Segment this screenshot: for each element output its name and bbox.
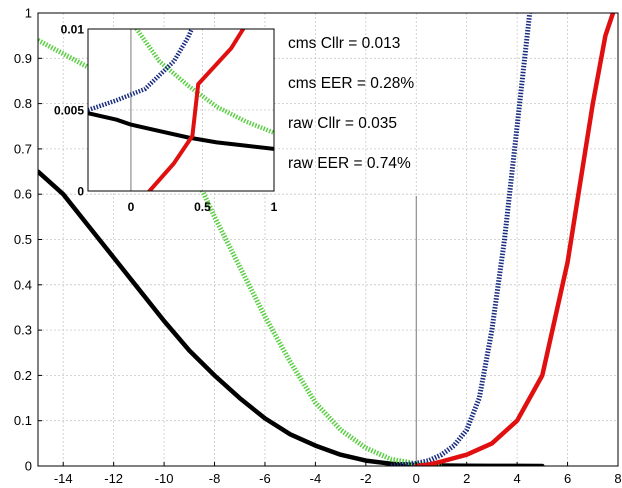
annotation-1: cms Cllr = 0.013 bbox=[288, 35, 400, 52]
inset-chart: 0 0.5 1 0 0.005 0.01 bbox=[54, 23, 278, 215]
inset-x-tick-label-3: 1 bbox=[271, 200, 278, 214]
y-tick-label-2: 0.1 bbox=[14, 413, 32, 428]
annotation-2: cms EER = 0.28% bbox=[288, 75, 414, 92]
inset-y-tick-label-2: 0.005 bbox=[54, 104, 84, 118]
inset-x-tick-label-2: 0.5 bbox=[194, 200, 211, 214]
y-tick-label-6: 0.5 bbox=[14, 232, 32, 247]
y-tick-label-11: 1 bbox=[25, 6, 32, 21]
x-tick-label-3: -10 bbox=[155, 471, 174, 486]
x-tick-label-7: -2 bbox=[360, 471, 372, 486]
y-tick-label-8: 0.7 bbox=[14, 141, 32, 156]
y-tick-label-1: 0 bbox=[25, 459, 32, 474]
x-tick-label-2: -12 bbox=[104, 471, 123, 486]
inset-y-tick-label-1: 0 bbox=[77, 185, 84, 199]
annotations: cms Cllr = 0.013 cms EER = 0.28% raw Cllr … bbox=[288, 35, 414, 172]
x-tick-label-6: -4 bbox=[310, 471, 322, 486]
main-series-3-line bbox=[390, 13, 533, 466]
inset-series-3-line bbox=[88, 29, 195, 113]
x-tick-label-4: -8 bbox=[209, 471, 221, 486]
annotation-3: raw Cllr = 0.035 bbox=[288, 115, 397, 132]
x-tick-label-12: 8 bbox=[614, 471, 621, 486]
x-ticks: -14 -12 -10 -8 -6 -4 -2 0 2 4 6 8 bbox=[54, 462, 622, 486]
x-tick-label-8: 0 bbox=[413, 471, 420, 486]
annotation-4: raw EER = 0.74% bbox=[288, 155, 411, 172]
y-tick-label-3: 0.2 bbox=[14, 368, 32, 383]
y-tick-label-10: 0.9 bbox=[14, 51, 32, 66]
inset-series-1-line bbox=[88, 111, 274, 151]
x-tick-label-5: -6 bbox=[259, 471, 271, 486]
inset-series-4-line bbox=[147, 29, 246, 191]
inset-y-tick-label-3: 0.01 bbox=[61, 23, 85, 37]
y-tick-label-5: 0.4 bbox=[14, 277, 32, 292]
y-tick-label-9: 0.8 bbox=[14, 96, 32, 111]
y-tick-label-7: 0.6 bbox=[14, 187, 32, 202]
main-series-4-line bbox=[414, 13, 616, 466]
x-tick-label-9: 2 bbox=[463, 471, 470, 486]
inset-frame bbox=[87, 28, 275, 192]
y-ticks: 0 0.1 0.2 0.3 0.4 0.5 0.6 0.7 0.8 0.9 1 bbox=[14, 6, 42, 474]
x-tick-label-11: 6 bbox=[564, 471, 571, 486]
y-tick-label-4: 0.3 bbox=[14, 323, 32, 338]
x-tick-label-1: -14 bbox=[54, 471, 73, 486]
inset-x-tick-label-1: 0 bbox=[128, 200, 135, 214]
x-tick-label-10: 4 bbox=[514, 471, 521, 486]
